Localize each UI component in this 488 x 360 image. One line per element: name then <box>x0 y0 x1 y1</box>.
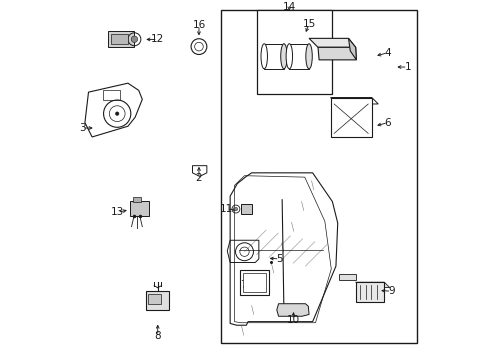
Bar <box>130 201 149 216</box>
Text: 10: 10 <box>286 315 299 325</box>
Bar <box>242 273 265 292</box>
Ellipse shape <box>305 44 312 69</box>
Text: 1: 1 <box>404 62 410 72</box>
Polygon shape <box>276 304 308 316</box>
Text: 4: 4 <box>384 48 390 58</box>
Text: 13: 13 <box>110 207 123 217</box>
Ellipse shape <box>285 44 292 69</box>
Text: 9: 9 <box>387 286 394 296</box>
Circle shape <box>234 207 237 211</box>
Polygon shape <box>308 39 355 47</box>
Bar <box>330 98 371 137</box>
Bar <box>241 204 252 214</box>
Text: 2: 2 <box>195 173 202 183</box>
Text: 15: 15 <box>302 19 315 29</box>
Polygon shape <box>355 282 389 288</box>
Text: 3: 3 <box>79 123 85 133</box>
Bar <box>264 44 284 69</box>
Bar <box>289 44 308 69</box>
Text: 8: 8 <box>154 331 161 341</box>
Bar <box>148 294 161 305</box>
Ellipse shape <box>280 44 286 69</box>
Polygon shape <box>348 39 356 60</box>
Bar <box>145 291 169 310</box>
Text: 16: 16 <box>192 20 205 30</box>
Text: 14: 14 <box>282 2 295 12</box>
Bar <box>111 34 128 44</box>
Bar <box>102 90 120 100</box>
Bar <box>221 10 416 343</box>
Bar <box>240 270 268 295</box>
Text: 7: 7 <box>240 280 246 290</box>
Polygon shape <box>339 274 355 280</box>
Bar <box>107 31 134 47</box>
Polygon shape <box>317 47 356 60</box>
Text: 5: 5 <box>276 254 283 264</box>
Bar <box>355 282 384 302</box>
Ellipse shape <box>261 44 267 69</box>
Bar <box>133 197 141 202</box>
Bar <box>257 10 332 94</box>
Text: 6: 6 <box>384 118 390 128</box>
Circle shape <box>131 36 137 42</box>
Text: 12: 12 <box>151 35 164 44</box>
Circle shape <box>115 112 119 116</box>
Text: 11: 11 <box>220 204 233 215</box>
